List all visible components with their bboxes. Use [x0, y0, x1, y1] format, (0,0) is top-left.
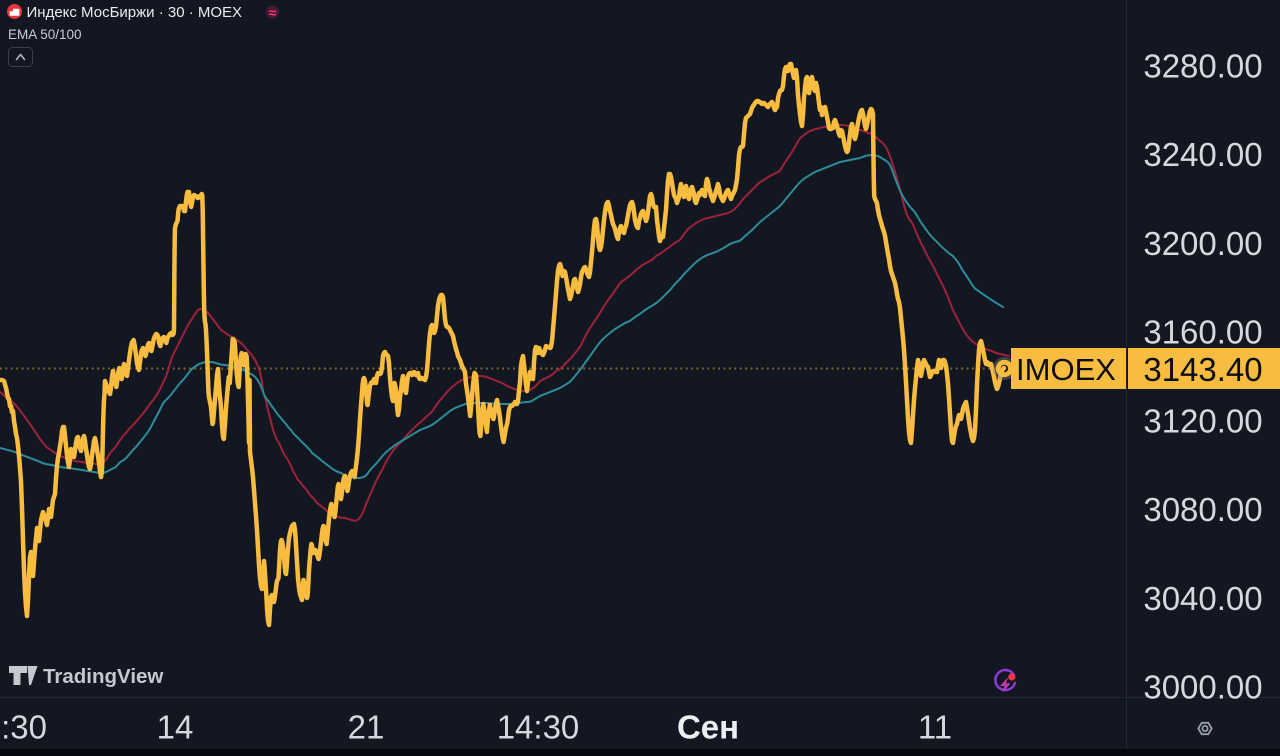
svg-text:3240.00: 3240.00: [1143, 136, 1262, 173]
svg-text:TradingView: TradingView: [43, 665, 163, 688]
svg-text:3143.40: 3143.40: [1143, 351, 1262, 388]
svg-text:3120.00: 3120.00: [1143, 402, 1262, 439]
svg-text:≈: ≈: [269, 5, 277, 21]
svg-text:3280.00: 3280.00: [1143, 48, 1262, 85]
svg-text:14: 14: [157, 709, 194, 746]
svg-text:21: 21: [348, 709, 385, 746]
svg-text:Сен: Сен: [677, 709, 739, 746]
svg-text:3080.00: 3080.00: [1143, 491, 1262, 528]
svg-text::30: :30: [1, 709, 47, 746]
svg-text:IMOEX: IMOEX: [1016, 352, 1116, 387]
svg-text:EMA 50/100: EMA 50/100: [8, 27, 82, 42]
svg-text:14:30: 14:30: [497, 709, 580, 746]
svg-text:11: 11: [918, 709, 952, 746]
svg-text:3000.00: 3000.00: [1143, 669, 1262, 706]
svg-text:3040.00: 3040.00: [1143, 580, 1262, 617]
svg-text:3160.00: 3160.00: [1143, 314, 1262, 351]
svg-text:Индекс МосБиржи · 30 · MOEX: Индекс МосБиржи · 30 · MOEX: [27, 4, 243, 21]
svg-text:3200.00: 3200.00: [1143, 225, 1262, 262]
